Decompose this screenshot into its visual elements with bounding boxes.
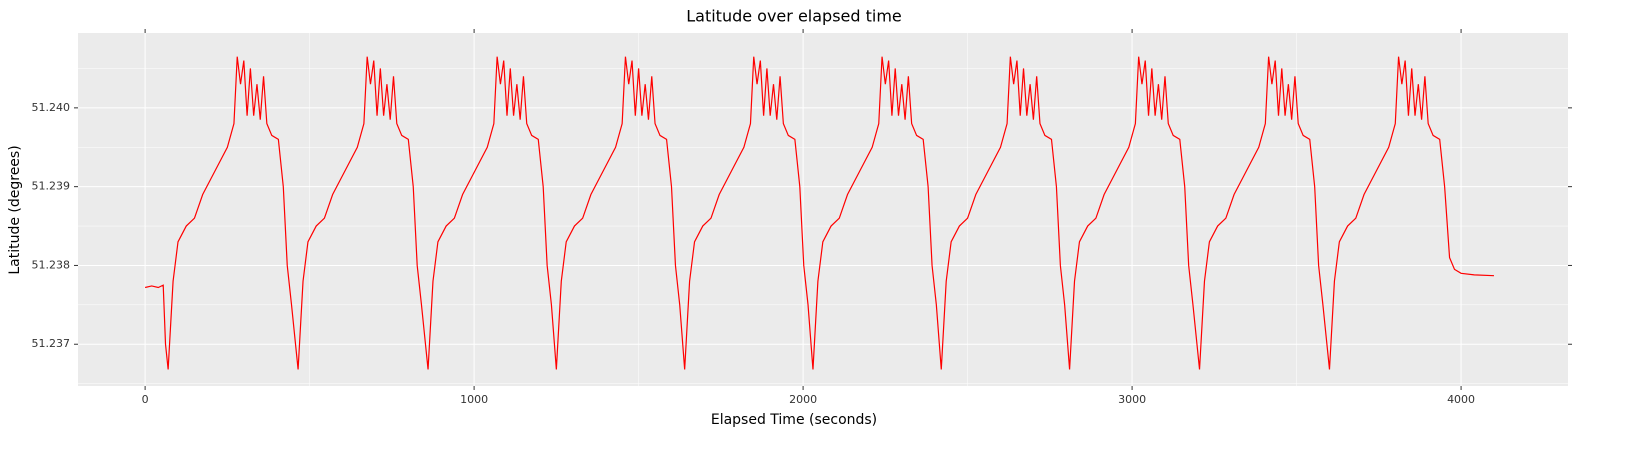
y-tick-label: 51.239 <box>32 180 71 193</box>
y-tick-label: 51.240 <box>32 101 71 114</box>
plot-background <box>78 33 1568 386</box>
x-tick-label: 0 <box>142 393 149 406</box>
x-tick-label: 4000 <box>1447 393 1475 406</box>
chart-title: Latitude over elapsed time <box>686 7 902 26</box>
y-axis-label: Latitude (degrees) <box>7 145 23 274</box>
y-tick-label: 51.238 <box>32 258 71 271</box>
x-tick-label: 3000 <box>1118 393 1146 406</box>
x-tick-label: 2000 <box>789 393 817 406</box>
x-axis-label: Elapsed Time (seconds) <box>711 412 877 428</box>
data-line <box>144 56 1495 370</box>
x-tick-label: 1000 <box>460 393 488 406</box>
y-tick-label: 51.237 <box>32 337 71 350</box>
